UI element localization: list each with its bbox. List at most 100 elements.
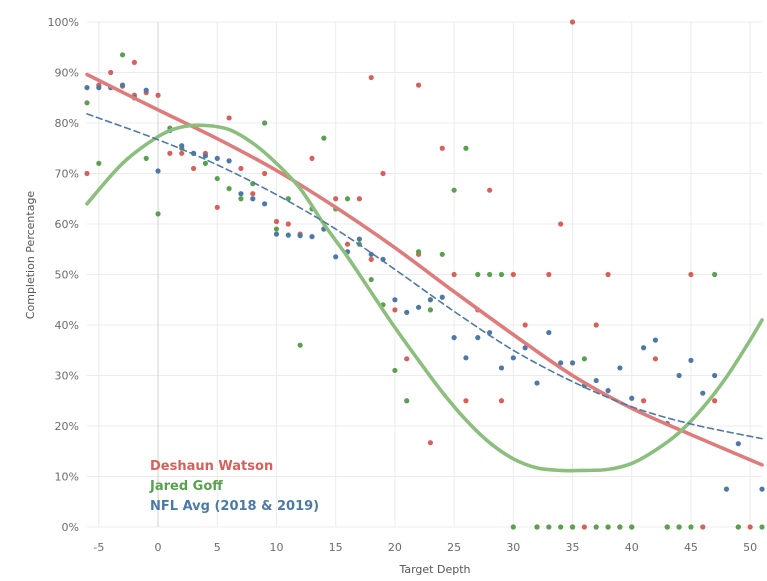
data-point-series-1: [463, 145, 469, 151]
data-point-series-0: [688, 271, 694, 278]
data-point-series-2: [640, 345, 647, 351]
y-axis-title: Completion Percentage: [24, 191, 37, 320]
data-point-series-1: [617, 524, 623, 530]
data-point-series-0: [250, 191, 256, 197]
data-point-series-2: [309, 234, 315, 240]
data-point-series-0: [108, 69, 114, 76]
data-point-series-1: [404, 398, 410, 404]
data-point-series-2: [558, 360, 564, 366]
data-point-series-0: [131, 59, 137, 65]
data-point-series-2: [96, 85, 102, 91]
x-tick-label: 30: [506, 541, 520, 554]
data-point-series-2: [273, 231, 280, 237]
y-tick-label: 0%: [62, 521, 79, 534]
data-point-series-0: [593, 322, 599, 328]
y-tick-label: 20%: [55, 420, 79, 433]
data-point-series-1: [84, 100, 90, 106]
data-point-series-0: [285, 221, 291, 227]
data-point-series-1: [214, 175, 220, 182]
data-point-series-0: [747, 524, 753, 530]
data-point-series-2: [238, 191, 244, 197]
y-tick-label: 30%: [55, 370, 79, 383]
data-point-series-1: [262, 120, 268, 126]
data-point-series-0: [605, 271, 611, 278]
data-point-series-1: [202, 160, 209, 166]
data-point-series-2: [333, 254, 339, 260]
data-point-series-0: [510, 271, 516, 278]
data-point-series-0: [558, 221, 564, 227]
x-tick-label: 5: [214, 541, 221, 554]
x-tick-label: 15: [329, 541, 343, 554]
x-tick-label: 25: [447, 541, 461, 554]
data-point-series-2: [700, 390, 706, 396]
data-point-series-2: [759, 486, 765, 492]
data-point-series-1: [475, 271, 481, 278]
data-point-series-2: [427, 297, 434, 303]
data-point-series-0: [214, 204, 220, 210]
x-tick-label: 50: [743, 541, 757, 554]
data-point-series-2: [119, 82, 126, 88]
data-point-series-2: [652, 337, 659, 343]
data-point-series-1: [155, 211, 161, 217]
data-point-series-1: [439, 251, 445, 257]
x-tick-label: -5: [93, 541, 104, 554]
x-tick-label: 0: [155, 541, 162, 554]
data-point-series-2: [522, 345, 528, 351]
y-tick-label: 70%: [55, 168, 79, 181]
data-point-series-2: [143, 87, 149, 93]
legend-entry-goff: Jared Goff: [149, 479, 223, 494]
data-point-series-1: [688, 524, 694, 530]
data-point-series-1: [344, 196, 351, 202]
y-tick-label: 40%: [55, 319, 79, 332]
data-point-series-1: [558, 524, 564, 530]
x-tick-label: 45: [684, 541, 698, 554]
data-point-series-2: [688, 357, 694, 363]
x-axis-title: Target Depth: [398, 563, 470, 576]
data-point-series-2: [250, 196, 256, 202]
data-point-series-2: [84, 85, 90, 91]
legend: Deshaun Watson Jared Goff NFL Avg (2018 …: [149, 459, 319, 514]
data-point-series-0: [179, 150, 185, 156]
data-point-series-2: [546, 329, 552, 336]
x-tick-label: 20: [388, 541, 402, 554]
data-point-series-2: [297, 233, 303, 239]
data-point-series-1: [297, 342, 303, 348]
data-point-series-1: [415, 249, 422, 255]
data-point-series-0: [84, 170, 90, 177]
data-point-series-1: [143, 155, 149, 161]
data-point-series-0: [487, 187, 493, 193]
y-tick-label: 100%: [48, 16, 79, 29]
data-point-series-0: [333, 196, 339, 202]
data-point-series-1: [664, 524, 670, 530]
data-point-series-0: [368, 256, 374, 262]
data-point-series-1: [735, 524, 741, 530]
data-point-series-1: [534, 524, 540, 530]
data-point-series-0: [522, 322, 528, 328]
data-point-series-0: [356, 196, 362, 202]
data-point-series-1: [546, 524, 552, 530]
legend-entry-watson: Deshaun Watson: [150, 459, 273, 474]
data-point-series-2: [712, 372, 718, 379]
axes: 0% 10% 20% 30% 40% 50% 60% 70% 80% 90% 100% -5 0 5 10 1…: [48, 16, 758, 554]
data-point-series-0: [498, 398, 505, 404]
data-point-series-2: [451, 335, 457, 341]
data-point-series-2: [617, 365, 623, 371]
data-point-series-2: [735, 441, 741, 447]
y-tick-label: 80%: [55, 117, 79, 130]
data-point-series-2: [676, 372, 682, 379]
data-point-series-0: [368, 74, 374, 81]
data-point-series-2: [569, 360, 576, 366]
x-tick-label: 35: [566, 541, 580, 554]
x-tick-label: 40: [625, 541, 639, 554]
trend-line-series-1: [85, 123, 764, 473]
data-point-series-1: [368, 276, 374, 283]
data-point-series-1: [321, 135, 327, 141]
data-point-series-2: [356, 236, 362, 242]
data-point-series-1: [605, 524, 611, 530]
data-point-series-0: [546, 271, 552, 278]
data-point-series-1: [273, 226, 280, 232]
data-point-series-0: [273, 218, 280, 225]
data-point-series-0: [581, 524, 587, 530]
data-point-series-2: [498, 365, 505, 371]
